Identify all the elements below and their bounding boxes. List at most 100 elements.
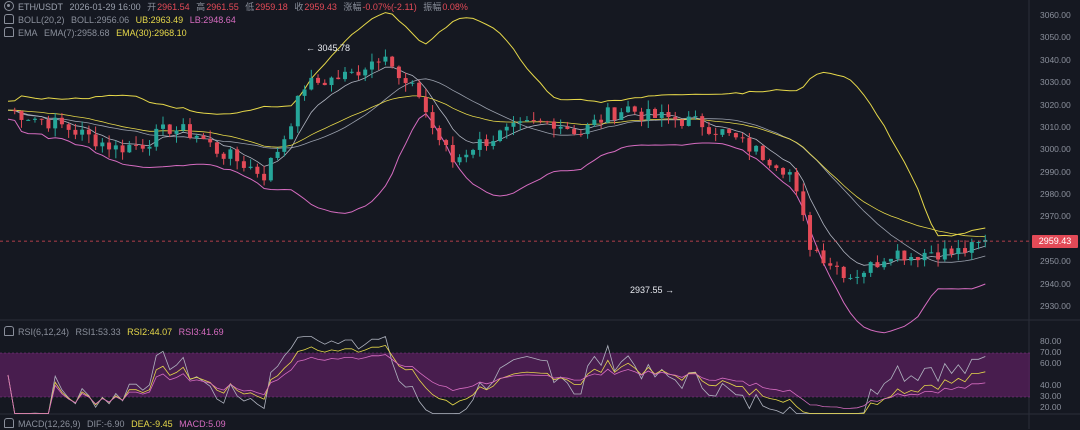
candle-body: [498, 130, 502, 142]
price-tick-label: 2970.00: [1040, 211, 1071, 222]
candle-body: [181, 124, 186, 131]
candle-body: [127, 144, 132, 153]
candle-body: [86, 129, 91, 135]
candle-body: [794, 172, 799, 192]
candle-body: [100, 142, 105, 147]
candle-body: [275, 151, 280, 158]
rsi-tick-label: 30.00: [1040, 391, 1062, 401]
candle-body: [302, 89, 307, 96]
candle-body: [248, 166, 253, 168]
candle-body: [639, 111, 644, 121]
price-tick-label: 3050.00: [1040, 32, 1071, 43]
candle-body: [868, 262, 873, 273]
candle-body: [895, 250, 900, 259]
candle-body: [781, 168, 786, 175]
candle-body: [147, 146, 152, 149]
symbol-label: ETH/USDT: [18, 2, 63, 12]
dea-value: DEA:-9.45: [131, 419, 173, 429]
low-annotation: 2937.55 →: [630, 285, 675, 295]
candle-body: [679, 119, 684, 126]
boll-ub: UB:2963.49: [135, 15, 184, 25]
candle-body: [754, 145, 759, 152]
candle-body: [437, 127, 442, 141]
current-price-tag: 2959.43: [1032, 235, 1078, 248]
macd-header: MACD(12,26,9) DIF:-6.90 DEA:-9.45 MACD:5…: [4, 418, 230, 430]
candle-body: [194, 135, 199, 138]
candle-body: [949, 248, 954, 255]
bell-icon[interactable]: [4, 27, 14, 37]
candle-body: [214, 142, 219, 154]
candle-body: [174, 130, 179, 134]
candle-body: [915, 257, 920, 261]
candle-body: [902, 250, 907, 261]
candle-body: [686, 116, 691, 126]
price-tick-label: 3040.00: [1040, 54, 1071, 65]
high-value: 2961.55: [206, 2, 239, 12]
bell-icon[interactable]: [4, 14, 14, 24]
candle-body: [700, 116, 705, 128]
candle-body: [59, 117, 64, 125]
price-tick-label: 3010.00: [1040, 121, 1071, 132]
candle-body: [828, 263, 833, 266]
high-label: 高: [196, 2, 206, 12]
bell-icon[interactable]: [4, 418, 14, 428]
candle-body: [504, 126, 509, 131]
candle-body: [295, 95, 300, 127]
candle-body: [619, 112, 624, 120]
candle-body: [936, 252, 941, 260]
candle-body: [673, 117, 678, 120]
boll-lb: LB:2948.64: [189, 15, 236, 25]
candle-body: [733, 133, 738, 138]
rsi2-line: [7, 344, 986, 414]
eye-icon[interactable]: [4, 1, 14, 11]
candle-body: [578, 134, 583, 136]
macd-value: MACD:5.09: [179, 419, 226, 429]
candle-body: [545, 121, 550, 123]
candle-body: [154, 128, 159, 147]
price-tick-label: 2930.00: [1040, 301, 1071, 311]
candle-body: [241, 161, 246, 168]
low-value: 2959.18: [255, 2, 288, 12]
bell-icon[interactable]: [4, 326, 14, 336]
candle-body: [909, 257, 914, 261]
candle-body: [120, 145, 125, 153]
candle-body: [228, 149, 233, 159]
amplitude-label: 振幅: [423, 2, 442, 12]
candle-body: [956, 248, 961, 255]
candle-body: [329, 77, 334, 86]
boll-name: BOLL(20,2): [18, 15, 65, 25]
candle-body: [282, 139, 287, 152]
low-label: 低: [245, 2, 255, 12]
candle-body: [464, 154, 469, 158]
candle-body: [268, 157, 273, 181]
rsi-tick-label: 80.00: [1040, 336, 1062, 346]
candle-body: [646, 109, 651, 121]
candle-body: [208, 139, 213, 143]
candle-body: [727, 129, 732, 134]
candle-body: [80, 129, 85, 135]
ema30-value: EMA(30):2968.10: [116, 28, 187, 38]
candle-body: [430, 112, 435, 128]
candle-body: [457, 157, 462, 163]
candle-body: [235, 149, 240, 162]
candle-body: [444, 140, 449, 146]
candle-body: [801, 191, 806, 216]
price-tick-label: 3060.00: [1040, 10, 1071, 20]
candle-body: [477, 139, 482, 150]
candle-body: [511, 122, 516, 127]
ema7-line: [7, 66, 986, 266]
candle-body: [572, 129, 577, 135]
price-tick-label: 2990.00: [1040, 166, 1071, 177]
candle-body: [107, 142, 112, 150]
candle-body: [632, 106, 637, 112]
ema-name: EMA: [18, 28, 38, 38]
candle-body: [551, 121, 556, 129]
candle-body: [808, 215, 813, 250]
candle-body: [942, 248, 947, 260]
candle-body: [538, 120, 543, 122]
candle-body: [531, 120, 536, 122]
boll-upper-line: [7, 12, 986, 237]
candle-body: [187, 124, 192, 138]
